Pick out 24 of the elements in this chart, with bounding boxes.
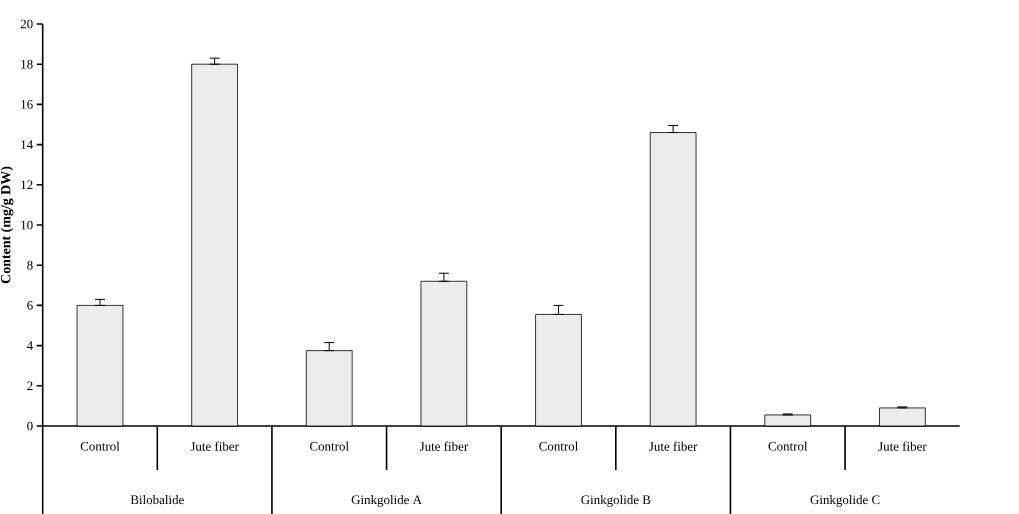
text: Ginkgolide C — [810, 495, 880, 507]
x-tick-label: Jute fiber — [190, 441, 239, 451]
y-tick-label: 2 — [27, 381, 33, 391]
x-tick-label: Jute fiber — [649, 441, 698, 451]
y-tick-label: 4 — [26, 341, 33, 350]
y-tick-label: 8 — [27, 260, 33, 270]
y-tick-label: 20 — [20, 19, 33, 29]
y-tick-label: 10 — [21, 220, 33, 230]
y-tick-label: 14 — [21, 140, 33, 149]
y-axis-title: Content (mg/g DW) — [0, 166, 14, 284]
text: Ginkgolide B — [581, 495, 651, 507]
y-tick-label: 18 — [21, 59, 33, 69]
y-tick-label: 16 — [21, 100, 33, 109]
x-tick-label: Jute fiber — [419, 441, 469, 451]
y-tick-label: 12 — [21, 180, 33, 190]
text: Bilobalide — [130, 495, 184, 505]
text: Ginkgolide A — [351, 495, 422, 507]
x-tick-label: Control — [539, 441, 579, 451]
x-tick-label: Jute fiber — [878, 441, 927, 451]
y-tick-label: 6 — [27, 301, 33, 310]
x-tick-label: Control — [310, 441, 349, 451]
x-tick-label: Control — [768, 441, 808, 451]
y-tick-label: 0 — [27, 421, 33, 431]
x-tick-label: Control — [80, 441, 120, 451]
